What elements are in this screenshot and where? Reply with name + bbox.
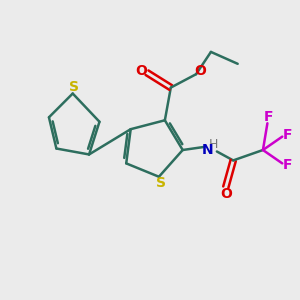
Text: S: S [156,176,166,190]
Text: N: N [202,143,214,157]
Text: F: F [283,158,292,172]
Text: O: O [136,64,148,78]
Text: S: S [69,80,79,94]
Text: H: H [209,138,219,151]
Text: F: F [264,110,274,124]
Text: F: F [283,128,292,142]
Text: O: O [220,187,232,201]
Text: O: O [195,64,206,78]
